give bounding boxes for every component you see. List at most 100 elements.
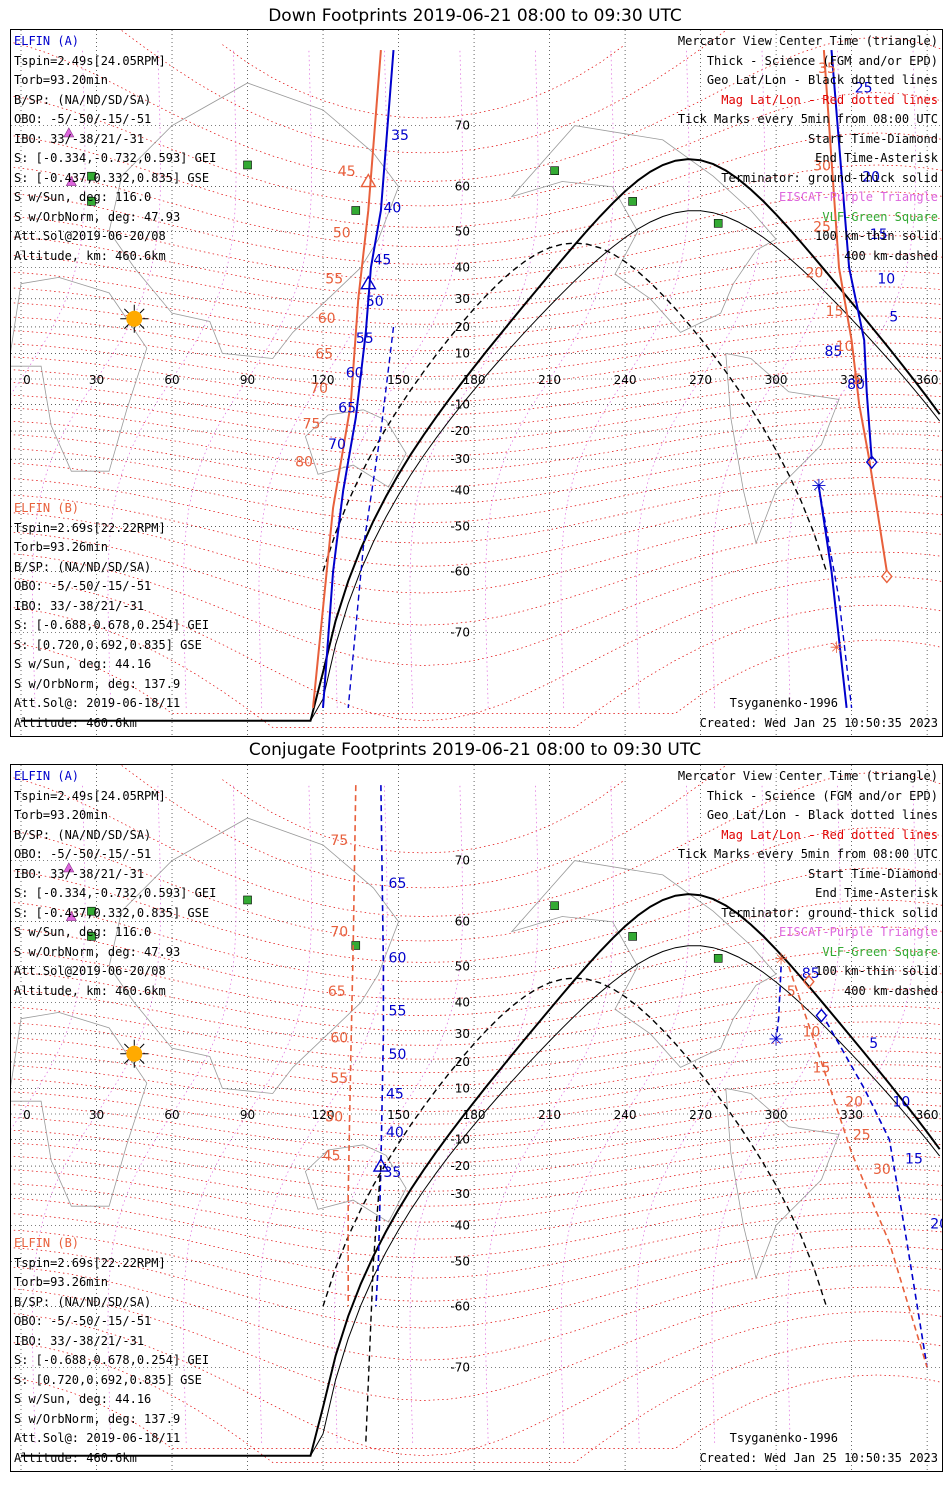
mag-parallel — [11, 270, 942, 325]
elfin-b-line: B/SP: (NA/ND/SD/SA) — [14, 559, 152, 574]
lon-tick-label: 210 — [538, 373, 561, 387]
mag-parallel — [11, 899, 942, 983]
lat-tick-label: -10 — [450, 1133, 470, 1147]
mag-parallel — [11, 315, 942, 365]
elfin-a-line: Torb=93.20min — [14, 73, 108, 87]
mag-parallel — [11, 433, 942, 488]
eiscat-triangle-icon — [65, 910, 77, 921]
legend: Mercator View Center Time (triangle) Thi… — [678, 32, 938, 266]
elfin-b-line: B/SP: (NA/ND/SD/SA) — [14, 1294, 152, 1309]
elfin-a-line: S: [-0.334,-0.732,0.593] GEI — [14, 151, 217, 165]
track-time-label: 35 — [818, 61, 836, 77]
legend: Mercator View Center Time (triangle) Thi… — [678, 767, 938, 1001]
legend-item: 400 km-dashed — [844, 248, 938, 263]
track-time-label: 55 — [389, 1004, 407, 1020]
lon-tick-label: 360 — [916, 373, 939, 387]
track-time-label: 5 — [869, 1036, 878, 1052]
legend-item: Mercator View Center Time (triangle) — [677, 769, 938, 783]
end-asterisk-icon: ✳ — [811, 476, 826, 497]
lon-tick-label: 240 — [614, 373, 637, 387]
lat-tick-label: 10 — [455, 1081, 470, 1095]
elfin-b-header: ELFIN (B) — [14, 501, 80, 515]
continent-outline — [108, 82, 400, 359]
elfin-b-line: S w/OrbNorm, deg: 137.9 — [14, 676, 181, 691]
mag-meridian — [107, 50, 237, 708]
mag-parallel — [11, 1286, 942, 1401]
elfin-a-line: B/SP: (NA/ND/SD/SA) — [14, 92, 152, 107]
vlf-square-icon — [87, 197, 96, 206]
track-time-label: 70 — [310, 381, 328, 397]
continent-outline — [11, 1011, 148, 1207]
continent-outline — [11, 276, 148, 472]
vlf-square-icon — [351, 941, 361, 950]
sun-ray-icon — [139, 324, 145, 330]
legend-item: Tick Marks every 5min from 08:00 UTC — [677, 847, 938, 861]
track-time-label: 25 — [813, 219, 831, 235]
mag-meridian — [560, 50, 690, 708]
track-time-label: 65 — [338, 400, 356, 416]
track-time-label: 20 — [862, 170, 880, 186]
vlf-square-icon — [713, 219, 723, 228]
conjugate-footprints-title: Conjugate Footprints 2019-06-21 08:00 to… — [248, 740, 702, 760]
elfin-a-track — [322, 50, 395, 708]
view-center-triangle-icon — [360, 275, 377, 290]
elfin-b-line: Torb=93.26min — [14, 540, 108, 554]
vlf-square-icon — [87, 171, 96, 181]
mag-meridian — [485, 50, 614, 708]
legend-item: End Time-Asterisk — [815, 151, 938, 165]
track-time-label: 50 — [325, 1110, 343, 1126]
mag-parallel — [11, 132, 942, 228]
sun-ray-icon — [139, 1059, 145, 1065]
track-time-label: 10 — [836, 339, 854, 355]
mag-parallel — [11, 1141, 942, 1192]
mag-meridian — [334, 50, 463, 708]
mag-meridian — [334, 785, 463, 1443]
mag-parallel — [11, 406, 942, 457]
mag-parallel — [11, 1228, 942, 1302]
vlf-square-icon — [628, 197, 637, 206]
terminator-400km — [322, 977, 828, 1307]
track-time-label: 50 — [366, 294, 384, 310]
track-time-label: 30 — [813, 159, 831, 175]
model-label: Tsyganenko-1996 — [729, 1431, 838, 1445]
lat-tick-label: 70 — [455, 854, 470, 868]
track-time-label: 65 — [328, 984, 346, 1000]
mag-parallel — [11, 1116, 942, 1164]
mag-parallel — [11, 1050, 942, 1100]
mag-meridian — [711, 785, 841, 1443]
elfin-b-line: Tspin=2.69s[22.22RPM] — [14, 1255, 166, 1270]
legend-item: Mercator View Center Time (triangle) — [677, 34, 938, 48]
legend-item: Terminator: ground-thick solid — [721, 905, 938, 920]
elfin-a-line: Altitude, km: 460.6km — [14, 983, 166, 998]
mag-parallel — [11, 576, 942, 722]
lat-tick-label: -20 — [450, 424, 470, 438]
elfin-a-line: Altitude, km: 460.6km — [14, 248, 166, 263]
vlf-square-icon — [87, 906, 96, 916]
sun-ray-icon — [124, 324, 129, 330]
legend-item: Tick Marks every 5min from 08:00 UTC — [677, 112, 938, 126]
mag-parallel — [11, 393, 942, 443]
track-time-label: 50 — [389, 1047, 407, 1063]
mag-parallel — [11, 1265, 942, 1361]
sun-ray-icon — [139, 308, 145, 314]
elfin-b-line: S: [0.720,0.692,0.835] GSE — [14, 1372, 202, 1387]
mag-parallel — [11, 1021, 942, 1074]
sun-ray-icon — [139, 1043, 145, 1049]
elfin-b-line: IBO: 33/-38/21/-31 — [14, 598, 145, 613]
track-time-label: 75 — [330, 833, 348, 849]
view-center-triangle-icon — [372, 1157, 390, 1172]
sun-icon — [126, 310, 143, 327]
legend-item: Thick - Science (FGM and/or EPD) — [706, 53, 938, 68]
lon-tick-label: 270 — [689, 1108, 712, 1122]
track-time-label: 15 — [826, 304, 844, 320]
end-asterisk-icon: ✳ — [769, 1030, 784, 1051]
elfin-a-line: Tspin=2.49s[24.05RPM] — [14, 788, 166, 803]
mag-parallel — [11, 530, 942, 626]
mag-parallel — [11, 191, 942, 265]
start-diamond-icon — [802, 974, 815, 989]
mag-meridian — [107, 785, 237, 1443]
elfin-b-line: S w/Sun, deg: 44.16 — [14, 657, 152, 671]
lat-tick-label: 60 — [455, 915, 470, 929]
vlf-square-icon — [351, 206, 361, 215]
track-time-label: 45 — [338, 164, 356, 180]
